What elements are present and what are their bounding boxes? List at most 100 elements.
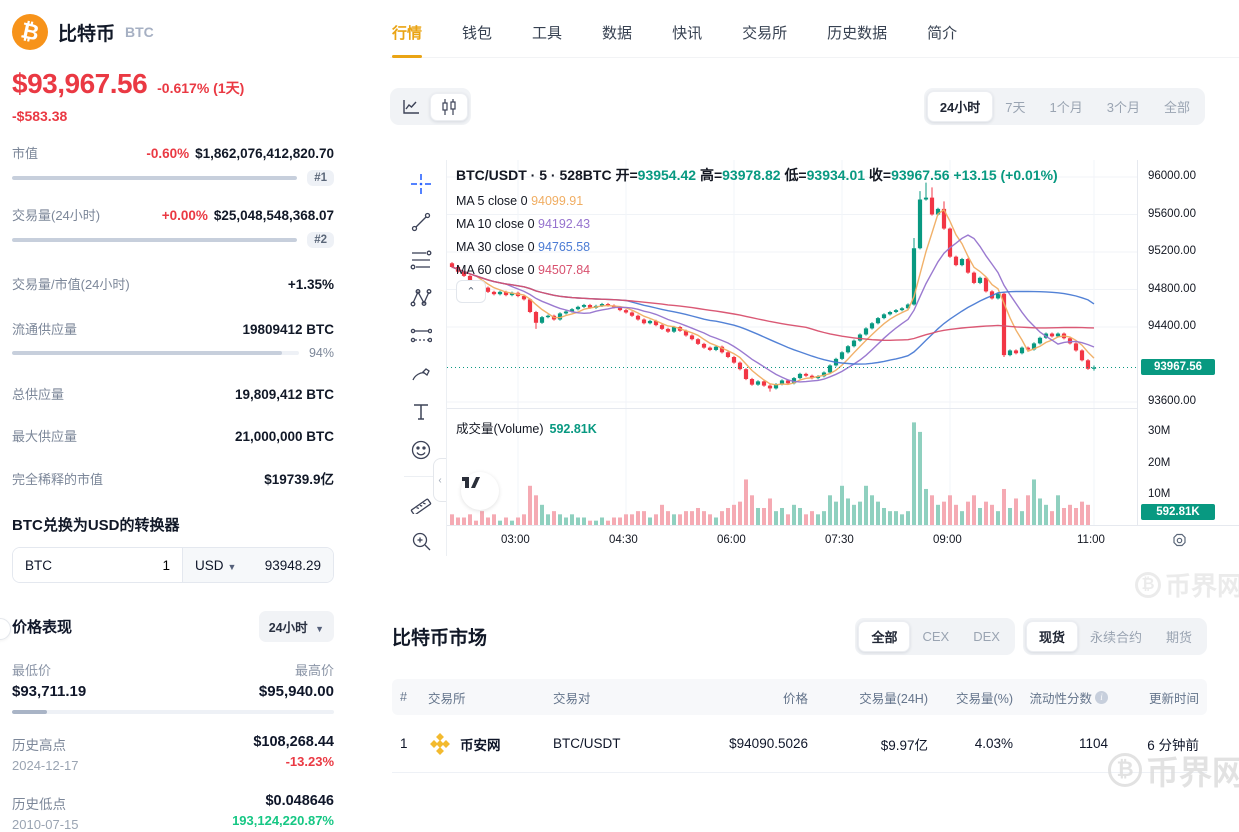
ma-value-1: 94192.43 bbox=[538, 217, 590, 231]
volume-axis-label: 30M bbox=[1148, 425, 1170, 437]
zoom-in-tool[interactable] bbox=[409, 529, 433, 553]
info-icon[interactable]: i bbox=[1095, 691, 1108, 704]
ohlc-low: 93934.01 bbox=[807, 167, 865, 183]
time-axis-label: 11:00 bbox=[1077, 534, 1105, 546]
tradingview-logo[interactable] bbox=[461, 472, 499, 510]
stat-percent: +0.00% bbox=[162, 208, 208, 223]
carousel-prev-button[interactable] bbox=[0, 618, 11, 640]
range-3m[interactable]: 3个月 bbox=[1095, 92, 1152, 121]
stat-label: 市值 bbox=[12, 143, 38, 162]
stat-label: 交易量/市值(24小时) bbox=[12, 274, 130, 293]
table-row[interactable]: 1 币安网 BTC/USDT $94090.5026 $9.97亿 4.03% … bbox=[392, 715, 1207, 773]
price-chart[interactable]: BTC/USDT · 5 · 528BTC 开=93954.42 高=93978… bbox=[447, 160, 1137, 525]
atl-label: 历史低点 bbox=[12, 793, 79, 813]
price-axis-label: 96000.00 bbox=[1148, 170, 1196, 182]
volume-value: 592.81K bbox=[550, 422, 597, 436]
supply-bar bbox=[12, 351, 299, 355]
stat-value: $1,862,076,412,820.70 bbox=[195, 146, 334, 161]
ath-label: 历史高点 bbox=[12, 734, 79, 754]
col-pair: 交易对 bbox=[553, 688, 658, 707]
col-volume-pct: 交易量(%) bbox=[928, 688, 1013, 707]
position-icon bbox=[410, 325, 432, 347]
coin-change-percent: -0.617% (1天) bbox=[157, 78, 244, 98]
timezone-settings-icon[interactable] bbox=[1172, 533, 1187, 553]
coin-price: $93,967.56 bbox=[12, 68, 147, 100]
ma-value-3: 94507.84 bbox=[538, 263, 590, 277]
col-rank: # bbox=[400, 690, 428, 704]
text-tool[interactable] bbox=[409, 400, 433, 424]
chart-area: ‹ BTC/USDT · 5 · 528BTC 开=93954.42 高=939… bbox=[390, 150, 1239, 556]
cell-liquidity: 1104 bbox=[1013, 736, 1108, 751]
candle-chart-button[interactable] bbox=[430, 93, 468, 121]
stat-label: 交易量(24小时) bbox=[12, 205, 100, 224]
fib-retracement-tool[interactable] bbox=[409, 248, 433, 272]
cell-pair: BTC/USDT bbox=[553, 736, 658, 751]
crosshair-tool[interactable] bbox=[409, 172, 433, 196]
filter-perpetual[interactable]: 永续合约 bbox=[1078, 622, 1154, 651]
range-1m[interactable]: 1个月 bbox=[1038, 92, 1095, 121]
stat-value: $19739.9亿 bbox=[264, 468, 334, 488]
high-value: $95,940.00 bbox=[259, 683, 334, 700]
legend-collapse-button[interactable]: ⌃ bbox=[456, 280, 486, 303]
tab-news[interactable]: 快讯 bbox=[672, 22, 702, 43]
tab-wallet[interactable]: 钱包 bbox=[462, 22, 492, 43]
chart-legend: BTC/USDT · 5 · 528BTC 开=93954.42 高=93978… bbox=[456, 165, 1058, 277]
xabcd-pattern-tool[interactable] bbox=[409, 286, 433, 310]
ath-value: $108,268.44 bbox=[253, 734, 334, 750]
current-price-tag: 93967.56 bbox=[1141, 359, 1215, 375]
cell-exchange-name[interactable]: 币安网 bbox=[460, 734, 501, 754]
trendline-tool[interactable] bbox=[409, 210, 433, 234]
marketcap-bar bbox=[12, 176, 297, 180]
stat-percent: -0.60% bbox=[146, 146, 189, 161]
ath-date: 2024-12-17 bbox=[12, 758, 79, 773]
brush-tool[interactable] bbox=[409, 362, 433, 386]
tab-tools[interactable]: 工具 bbox=[532, 22, 562, 43]
performance-range-dropdown[interactable]: 24小时 ▼ bbox=[259, 611, 334, 642]
position-tool[interactable] bbox=[409, 324, 433, 348]
atl-value: $0.048646 bbox=[232, 793, 334, 809]
tab-exchanges[interactable]: 交易所 bbox=[742, 22, 787, 43]
filter-all[interactable]: 全部 bbox=[858, 621, 910, 652]
zoom-in-icon bbox=[410, 530, 432, 552]
range-all[interactable]: 全部 bbox=[1152, 92, 1202, 121]
filter-dex[interactable]: DEX bbox=[961, 624, 1012, 649]
ma30-label: MA 30 close 0 bbox=[456, 240, 535, 254]
volume-axis-label: 10M bbox=[1148, 488, 1170, 500]
chevron-down-icon: ▼ bbox=[315, 624, 324, 634]
tab-data[interactable]: 数据 bbox=[602, 22, 632, 43]
current-volume-tag: 592.81K bbox=[1141, 504, 1215, 520]
emoji-tool[interactable] bbox=[409, 438, 433, 462]
converter-from-input[interactable] bbox=[130, 558, 170, 573]
line-chart-button[interactable] bbox=[393, 94, 430, 119]
col-volume-24h: 交易量(24H) bbox=[808, 688, 928, 707]
price-axis-label: 95600.00 bbox=[1148, 208, 1196, 220]
range-7d[interactable]: 7天 bbox=[993, 92, 1037, 121]
ma-value-0: 94099.91 bbox=[531, 194, 583, 208]
rank-badge: #2 bbox=[307, 232, 334, 248]
tab-history[interactable]: 历史数据 bbox=[827, 22, 887, 43]
stat-value: 19,809,412 BTC bbox=[235, 387, 334, 402]
bitcoin-logo-icon: ₿ bbox=[12, 14, 48, 50]
ohlc-change: +13.15 (+0.01%) bbox=[953, 167, 1057, 183]
converter-to-select[interactable]: USD▼ bbox=[195, 558, 236, 573]
filter-cex[interactable]: CEX bbox=[910, 624, 961, 649]
high-label: 最高价 bbox=[295, 660, 334, 679]
measure-tool[interactable] bbox=[409, 491, 433, 515]
binance-logo-icon bbox=[428, 732, 452, 756]
cell-updated: 6 分钟前 bbox=[1108, 734, 1199, 754]
emoji-icon bbox=[410, 439, 432, 461]
filter-futures[interactable]: 期货 bbox=[1154, 622, 1204, 651]
ma60-label: MA 60 close 0 bbox=[456, 263, 535, 277]
cell-volume-24h: $9.97亿 bbox=[808, 734, 928, 754]
range-24h[interactable]: 24小时 bbox=[927, 91, 993, 122]
panel-collapse-handle[interactable]: ‹ bbox=[433, 458, 446, 502]
filter-spot[interactable]: 现货 bbox=[1026, 621, 1078, 652]
rank-badge: #1 bbox=[307, 170, 334, 186]
tab-about[interactable]: 简介 bbox=[927, 22, 957, 43]
supply-percent: 94% bbox=[309, 346, 334, 360]
tab-quotes[interactable]: 行情 bbox=[392, 22, 422, 43]
instrument-filter: 现货 永续合约 期货 bbox=[1023, 618, 1207, 655]
